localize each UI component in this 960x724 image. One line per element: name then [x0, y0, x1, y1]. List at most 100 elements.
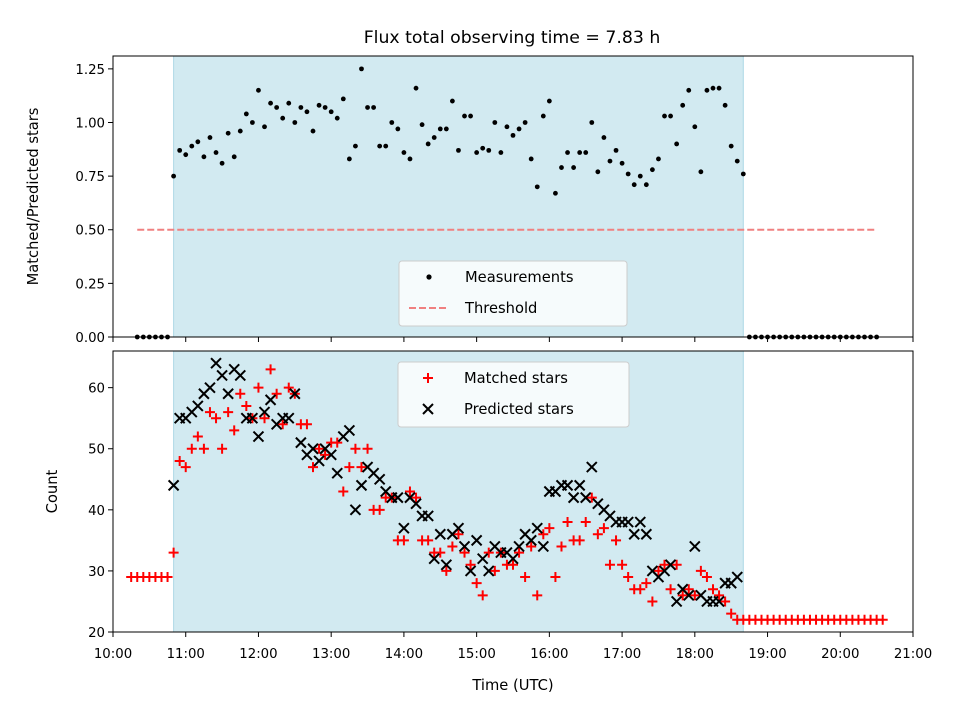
x-tick-label: 15:00 [457, 647, 495, 662]
predicted-point [628, 528, 640, 540]
legend: Measurements Threshold [398, 260, 628, 327]
x-tick-label: 12:00 [239, 647, 277, 662]
measurement-point [274, 105, 280, 110]
matched-point [356, 462, 367, 473]
matched-point [598, 523, 609, 534]
measurement-point [195, 139, 201, 145]
measurement-point [456, 147, 461, 153]
matched-point [556, 541, 567, 552]
measurement-point [231, 154, 237, 160]
x-tick-label: 14:00 [385, 647, 423, 662]
predicted-point [634, 516, 646, 528]
measurement-point [625, 171, 631, 177]
chart-title: Flux total observing time = 7.83 h [364, 28, 661, 48]
measurement-point [468, 113, 473, 119]
measurement-point [280, 115, 286, 121]
matched-point [689, 590, 700, 601]
measurement-point [462, 113, 467, 119]
predicted-point [167, 479, 180, 492]
legend-label: Matched stars [464, 370, 568, 387]
matched-point [659, 559, 670, 570]
measurement-point [401, 150, 407, 155]
measurement-point [662, 113, 667, 119]
x-tick-label: 18:00 [676, 647, 714, 662]
x-axis-label: Time (UTC) [471, 677, 553, 694]
matched-point [211, 413, 222, 424]
predicted-point [683, 589, 695, 602]
predicted-point [216, 369, 228, 382]
measurement-point [528, 156, 534, 162]
predicted-point [470, 534, 483, 547]
matched-point [562, 517, 573, 528]
measurement-point [201, 154, 207, 160]
matched-point [423, 535, 434, 546]
measurement-point [686, 87, 692, 93]
matched-point [726, 608, 737, 619]
matched-point [271, 388, 282, 399]
measurement-point [298, 105, 304, 110]
predicted-point [561, 479, 574, 492]
matched-point [574, 535, 585, 546]
axes-frame [112, 55, 914, 338]
matched-point [647, 596, 658, 607]
predicted-point [349, 504, 362, 516]
measurement-point [740, 171, 746, 177]
predicted-point [513, 540, 525, 553]
predicted-point [410, 498, 422, 510]
matched-point [611, 535, 622, 546]
measurement-point [365, 105, 370, 110]
matched-point [708, 584, 718, 595]
matched-point [604, 559, 615, 570]
measurement-point [480, 145, 486, 151]
y-tick-label: 1.25 [75, 63, 105, 78]
matched-point [483, 547, 494, 558]
measurement-point [310, 128, 316, 134]
predicted-point [452, 522, 465, 534]
matched-point [592, 529, 603, 540]
predicted-point [586, 461, 598, 473]
matched-point [714, 590, 725, 601]
matched-point [162, 572, 173, 583]
matched-point [253, 382, 264, 393]
x-tick-label: 13:00 [312, 647, 350, 662]
matched-point [720, 596, 731, 607]
matched-point [223, 407, 234, 418]
predicted-point [537, 540, 550, 553]
measurement-point [643, 182, 649, 188]
matched-point [641, 578, 652, 589]
x-tick-label: 21:00 [894, 647, 932, 662]
measurement-point [534, 184, 540, 190]
measurement-point [613, 147, 619, 153]
matched-point [374, 504, 385, 515]
measurement-point [443, 126, 449, 132]
measurement-point [565, 150, 570, 155]
matched-point [332, 437, 343, 448]
predicted-point [283, 412, 295, 424]
predicted-point [428, 552, 440, 565]
measurement-point [516, 126, 522, 132]
matched-point [447, 541, 458, 552]
matched-point [695, 565, 706, 576]
matched-point [320, 449, 331, 460]
measurement-point [680, 102, 686, 108]
predicted-point [222, 388, 234, 400]
matched-point [514, 547, 525, 558]
measurement-point [698, 169, 704, 175]
predicted-point [343, 424, 356, 437]
matched-point [459, 547, 470, 558]
measurement-point [328, 109, 334, 115]
predicted-point [192, 400, 204, 412]
measurement-point [692, 124, 698, 130]
predicted-point [731, 571, 743, 583]
predicted-point [670, 595, 683, 608]
matched-point [441, 565, 452, 576]
measurement-point [359, 66, 364, 72]
measurement-point [449, 98, 455, 104]
measurement-point [589, 120, 595, 125]
matched-point [489, 565, 500, 576]
y-axis-label: Matched/Predicted stars [25, 108, 42, 286]
measurement-point [704, 87, 710, 93]
matched-point [198, 443, 209, 454]
matched-point [701, 572, 712, 583]
